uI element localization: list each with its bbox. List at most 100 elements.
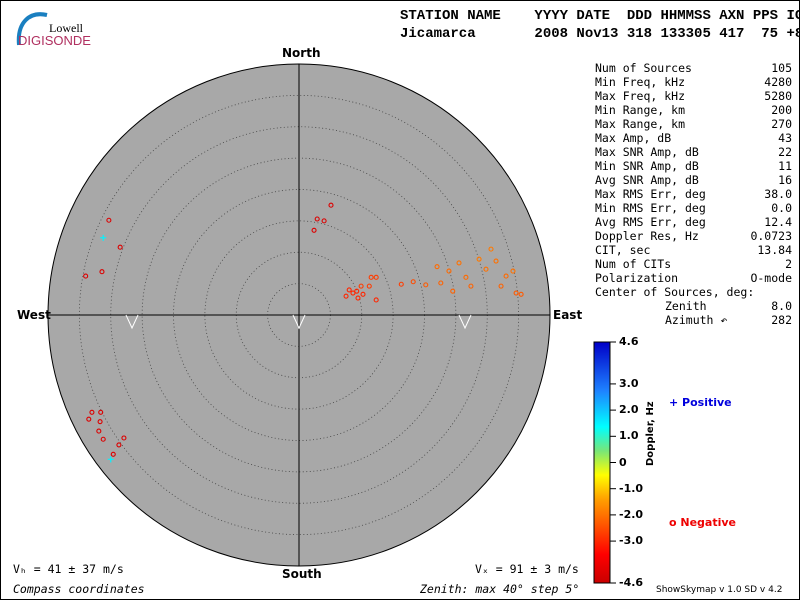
colorbar-segment bbox=[594, 479, 610, 481]
stat-label: Min SNR Amp, dB bbox=[595, 159, 699, 173]
colorbar-segment bbox=[594, 490, 610, 492]
colorbar-segment bbox=[594, 367, 610, 369]
colorbar-segment bbox=[594, 563, 610, 565]
colorbar-segment bbox=[594, 493, 610, 495]
stat-row: Min Range, km 200 bbox=[595, 103, 792, 117]
colorbar-segment bbox=[594, 559, 610, 561]
legend-positive-label: Positive bbox=[682, 396, 732, 409]
colorbar-segment bbox=[594, 445, 610, 447]
colorbar-segment bbox=[594, 433, 610, 435]
colorbar-segment bbox=[594, 343, 610, 345]
colorbar-segment bbox=[594, 387, 610, 389]
colorbar-segment bbox=[594, 525, 610, 527]
logo-digisonde: DIGISONDE bbox=[18, 33, 91, 48]
colorbar-segment bbox=[594, 486, 610, 488]
colorbar-segment bbox=[594, 420, 610, 422]
colorbar-segment bbox=[594, 401, 610, 403]
colorbar-segment bbox=[594, 393, 610, 395]
negative-source-marker bbox=[373, 274, 379, 280]
stat-row: Azimuth ↶ 282 bbox=[595, 313, 792, 327]
legend-negative-label: Negative bbox=[680, 516, 737, 529]
colorbar-segment bbox=[594, 354, 610, 356]
colorbar-segment bbox=[594, 350, 610, 352]
negative-source-marker bbox=[83, 273, 89, 279]
colorbar-segment bbox=[594, 524, 610, 526]
colorbar-segment bbox=[594, 409, 610, 411]
stat-value: 8.0 bbox=[771, 299, 792, 313]
colorbar-segment bbox=[594, 388, 610, 390]
colorbar-tick-label: 2.0 bbox=[619, 403, 639, 417]
negative-source-marker bbox=[350, 290, 356, 296]
colorbar-segment bbox=[594, 463, 610, 465]
colorbar-segment bbox=[594, 552, 610, 554]
colorbar-segment bbox=[594, 375, 610, 377]
colorbar-segment bbox=[594, 455, 610, 457]
negative-source-marker bbox=[116, 442, 122, 448]
colorbar-segment bbox=[594, 397, 610, 399]
colorbar-segment bbox=[594, 476, 610, 478]
stat-row: Center of Sources, deg: bbox=[595, 285, 792, 299]
colorbar-segment bbox=[594, 560, 610, 562]
colorbar-segment bbox=[594, 447, 610, 449]
stat-label: Max Range, km bbox=[595, 117, 686, 131]
colorbar-segment bbox=[594, 419, 610, 421]
negative-source-marker bbox=[373, 297, 379, 303]
stat-value: 4280 bbox=[764, 75, 792, 89]
header-labels: STATION NAME YYYY DATE DDD HHMMSS AXN PP… bbox=[400, 8, 800, 24]
negative-source-marker bbox=[488, 246, 494, 252]
colorbar-segment bbox=[594, 436, 610, 438]
legend-positive: + Positive bbox=[669, 396, 732, 409]
negative-source-marker bbox=[483, 266, 489, 272]
colorbar-segment bbox=[594, 539, 610, 541]
colorbar-segment bbox=[594, 545, 610, 547]
negative-source-marker bbox=[423, 282, 429, 288]
colorbar-segment bbox=[594, 547, 610, 549]
stat-row: Min SNR Amp, dB 11 bbox=[595, 159, 792, 173]
colorbar-segment bbox=[594, 567, 610, 569]
colorbar-segment bbox=[594, 491, 610, 493]
colorbar-segment bbox=[594, 363, 610, 365]
negative-source-marker bbox=[518, 291, 524, 297]
colorbar-segment bbox=[594, 416, 610, 418]
colorbar-segment bbox=[594, 550, 610, 552]
colorbar-segment bbox=[594, 450, 610, 452]
colorbar-segment bbox=[594, 570, 610, 572]
colorbar-segment bbox=[594, 453, 610, 455]
colorbar-segment bbox=[594, 461, 610, 463]
colorbar-segment bbox=[594, 458, 610, 460]
colorbar-segment bbox=[594, 408, 610, 410]
colorbar-segment bbox=[594, 412, 610, 414]
coordinate-system: Compass coordinates bbox=[13, 582, 145, 596]
stat-row: Num of Sources 105 bbox=[595, 61, 792, 75]
negative-source-marker bbox=[117, 244, 123, 250]
colorbar-segment bbox=[594, 423, 610, 425]
colorbar-segment bbox=[594, 465, 610, 467]
colorbar-segment bbox=[594, 369, 610, 371]
colorbar-segment bbox=[594, 546, 610, 548]
stat-value: 12.4 bbox=[764, 215, 792, 229]
colorbar-segment bbox=[594, 488, 610, 490]
colorbar-segment bbox=[594, 365, 610, 367]
label-north: North bbox=[282, 46, 321, 60]
label-east: East bbox=[553, 308, 583, 322]
colorbar-segment bbox=[594, 358, 610, 360]
negative-source-marker bbox=[99, 269, 105, 275]
colorbar-segment bbox=[594, 513, 610, 515]
colorbar-segment bbox=[594, 509, 610, 511]
negative-source-marker bbox=[468, 283, 474, 289]
stat-row: Min RMS Err, deg 0.0 bbox=[595, 201, 792, 215]
colorbar-segment bbox=[594, 410, 610, 412]
negative-source-marker bbox=[398, 281, 404, 287]
colorbar-segment bbox=[594, 554, 610, 556]
colorbar-segment bbox=[594, 564, 610, 566]
stat-label: Doppler Res, Hz bbox=[595, 229, 699, 243]
negative-source-marker bbox=[476, 256, 482, 262]
colorbar-segment bbox=[594, 435, 610, 437]
colorbar-segment bbox=[594, 572, 610, 574]
colorbar-segment bbox=[594, 411, 610, 413]
colorbar-segment bbox=[594, 381, 610, 383]
colorbar-segment bbox=[594, 460, 610, 462]
colorbar-segment bbox=[594, 574, 610, 576]
colorbar-segment bbox=[594, 542, 610, 544]
